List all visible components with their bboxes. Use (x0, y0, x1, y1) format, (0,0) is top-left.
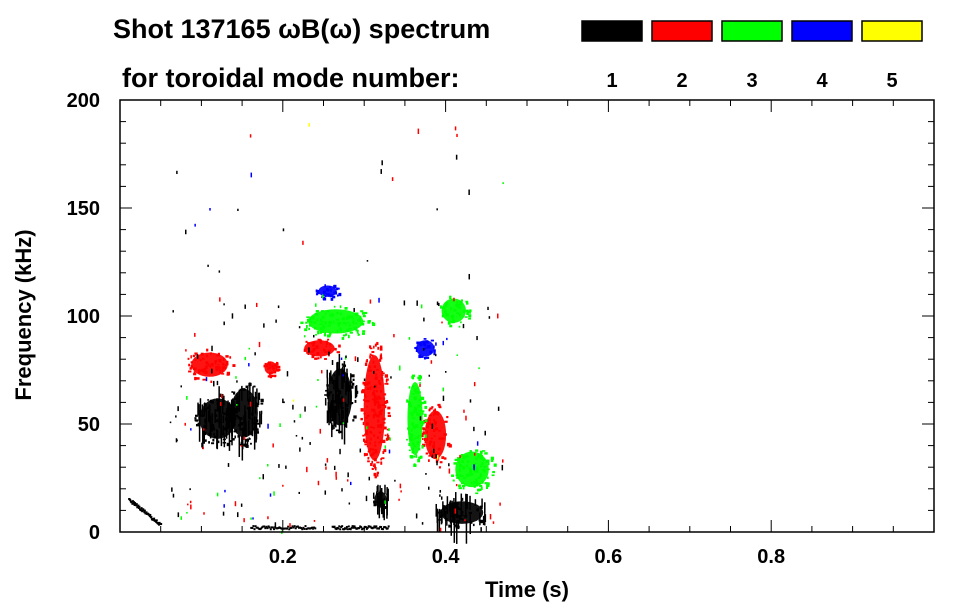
spectral-feature-mode-3 (439, 295, 472, 328)
legend: 1 2 3 4 5 (581, 20, 923, 92)
spectral-feature-mode-3 (406, 374, 428, 467)
spectral-feature-mode-2 (187, 348, 236, 383)
plot-marks (128, 123, 504, 544)
legend-swatch-mode-3 (721, 20, 783, 42)
spectral-feature-mode-1 (324, 353, 359, 445)
legend-label-mode-1: 1 (606, 70, 617, 92)
axes: 0.2 0.4 0.6 0.8 0 50 100 150 200 (67, 90, 934, 568)
spectral-feature-mode-2 (421, 403, 452, 469)
x-tick-label: 0.4 (432, 546, 461, 568)
legend-swatch-mode-2 (651, 20, 713, 42)
legend-swatch-mode-4 (791, 20, 853, 42)
spectral-feature-mode-2 (303, 338, 341, 360)
legend-header: for toroidal mode number: (122, 63, 460, 93)
spectral-feature-mode-1 (435, 492, 487, 544)
spectral-feature-mode-1 (331, 525, 390, 531)
y-tick-label: 0 (89, 522, 100, 544)
y-tick-label: 200 (67, 90, 100, 112)
spectral-feature-mode-4 (414, 338, 437, 360)
y-tick-label: 100 (67, 306, 100, 328)
x-tick-label: 0.6 (594, 546, 622, 568)
spectral-feature-mode-4 (315, 284, 342, 301)
legend-label-mode-2: 2 (676, 70, 687, 92)
x-axis-title: Time (s) (485, 577, 569, 602)
chart-title: Shot 137165 ωB(ω) spectrum (113, 14, 490, 44)
legend-label-mode-3: 3 (746, 70, 757, 92)
spectral-speckle (169, 123, 504, 534)
spectral-feature-mode-1 (226, 382, 264, 461)
spectral-feature-mode-1 (250, 525, 317, 531)
plot-frame (119, 99, 935, 533)
x-tick-label: 0.8 (757, 546, 785, 568)
legend-label-mode-4: 4 (816, 70, 828, 92)
spectral-feature-mode-3 (300, 305, 376, 340)
y-tick-label: 150 (67, 198, 100, 220)
spectral-feature-mode-2 (263, 361, 281, 379)
legend-swatch-mode-5 (861, 20, 923, 42)
spectral-feature-mode-1 (372, 484, 389, 521)
y-axis-title: Frequency (kHz) (11, 229, 36, 400)
y-tick-label: 50 (78, 414, 100, 436)
x-tick-label: 0.2 (269, 546, 297, 568)
spectral-feature-mode-2 (360, 341, 391, 479)
spectral-feature-mode-1 (128, 497, 163, 526)
legend-swatch-mode-1 (581, 20, 643, 42)
legend-label-mode-5: 5 (886, 70, 897, 92)
spectral-feature-mode-3 (451, 449, 497, 495)
